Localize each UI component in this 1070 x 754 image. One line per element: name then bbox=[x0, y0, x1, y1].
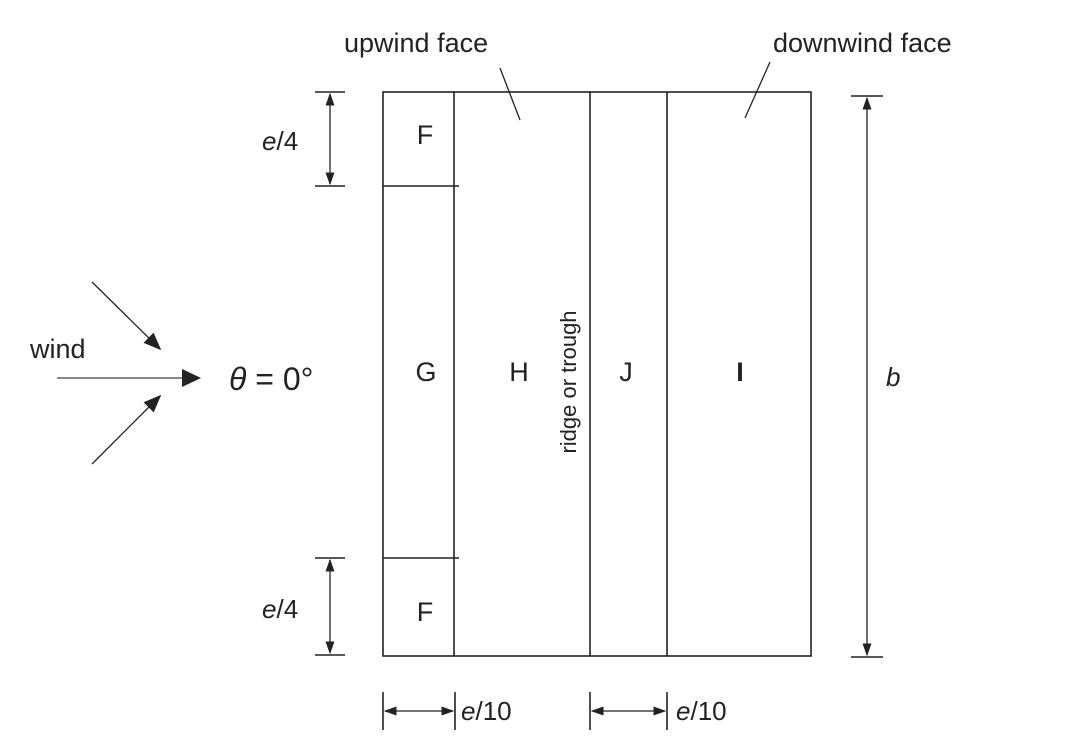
dim-left-width-label: e/10 bbox=[461, 696, 512, 726]
wind-arrow-upper bbox=[91, 281, 162, 351]
roof-outline bbox=[382, 91, 812, 657]
dim-ridge-width-label: e/10 bbox=[676, 696, 727, 726]
upwind-face-label: upwind face bbox=[344, 28, 488, 58]
theta-label: θ = 0° bbox=[229, 361, 313, 397]
upwind-face-leader bbox=[499, 67, 521, 121]
zone-i: I bbox=[736, 357, 744, 387]
downwind-face-leader bbox=[744, 61, 771, 119]
dim-top-label: e/4 bbox=[262, 126, 298, 156]
zone-j: J bbox=[619, 357, 633, 387]
wind-arrow-head bbox=[182, 369, 201, 387]
zone-g: G bbox=[415, 357, 436, 387]
dim-bottom-label: e/4 bbox=[262, 594, 298, 624]
wind-label: wind bbox=[29, 334, 86, 364]
dim-b-label: b bbox=[886, 362, 900, 392]
zone-f-top: F bbox=[417, 120, 434, 150]
ridge-label: ridge or trough bbox=[556, 310, 581, 453]
zone-f-bottom: F bbox=[417, 597, 434, 627]
wind-arrow-lower bbox=[91, 394, 162, 465]
zone-h: H bbox=[509, 357, 529, 387]
downwind-face-label: downwind face bbox=[773, 28, 952, 58]
